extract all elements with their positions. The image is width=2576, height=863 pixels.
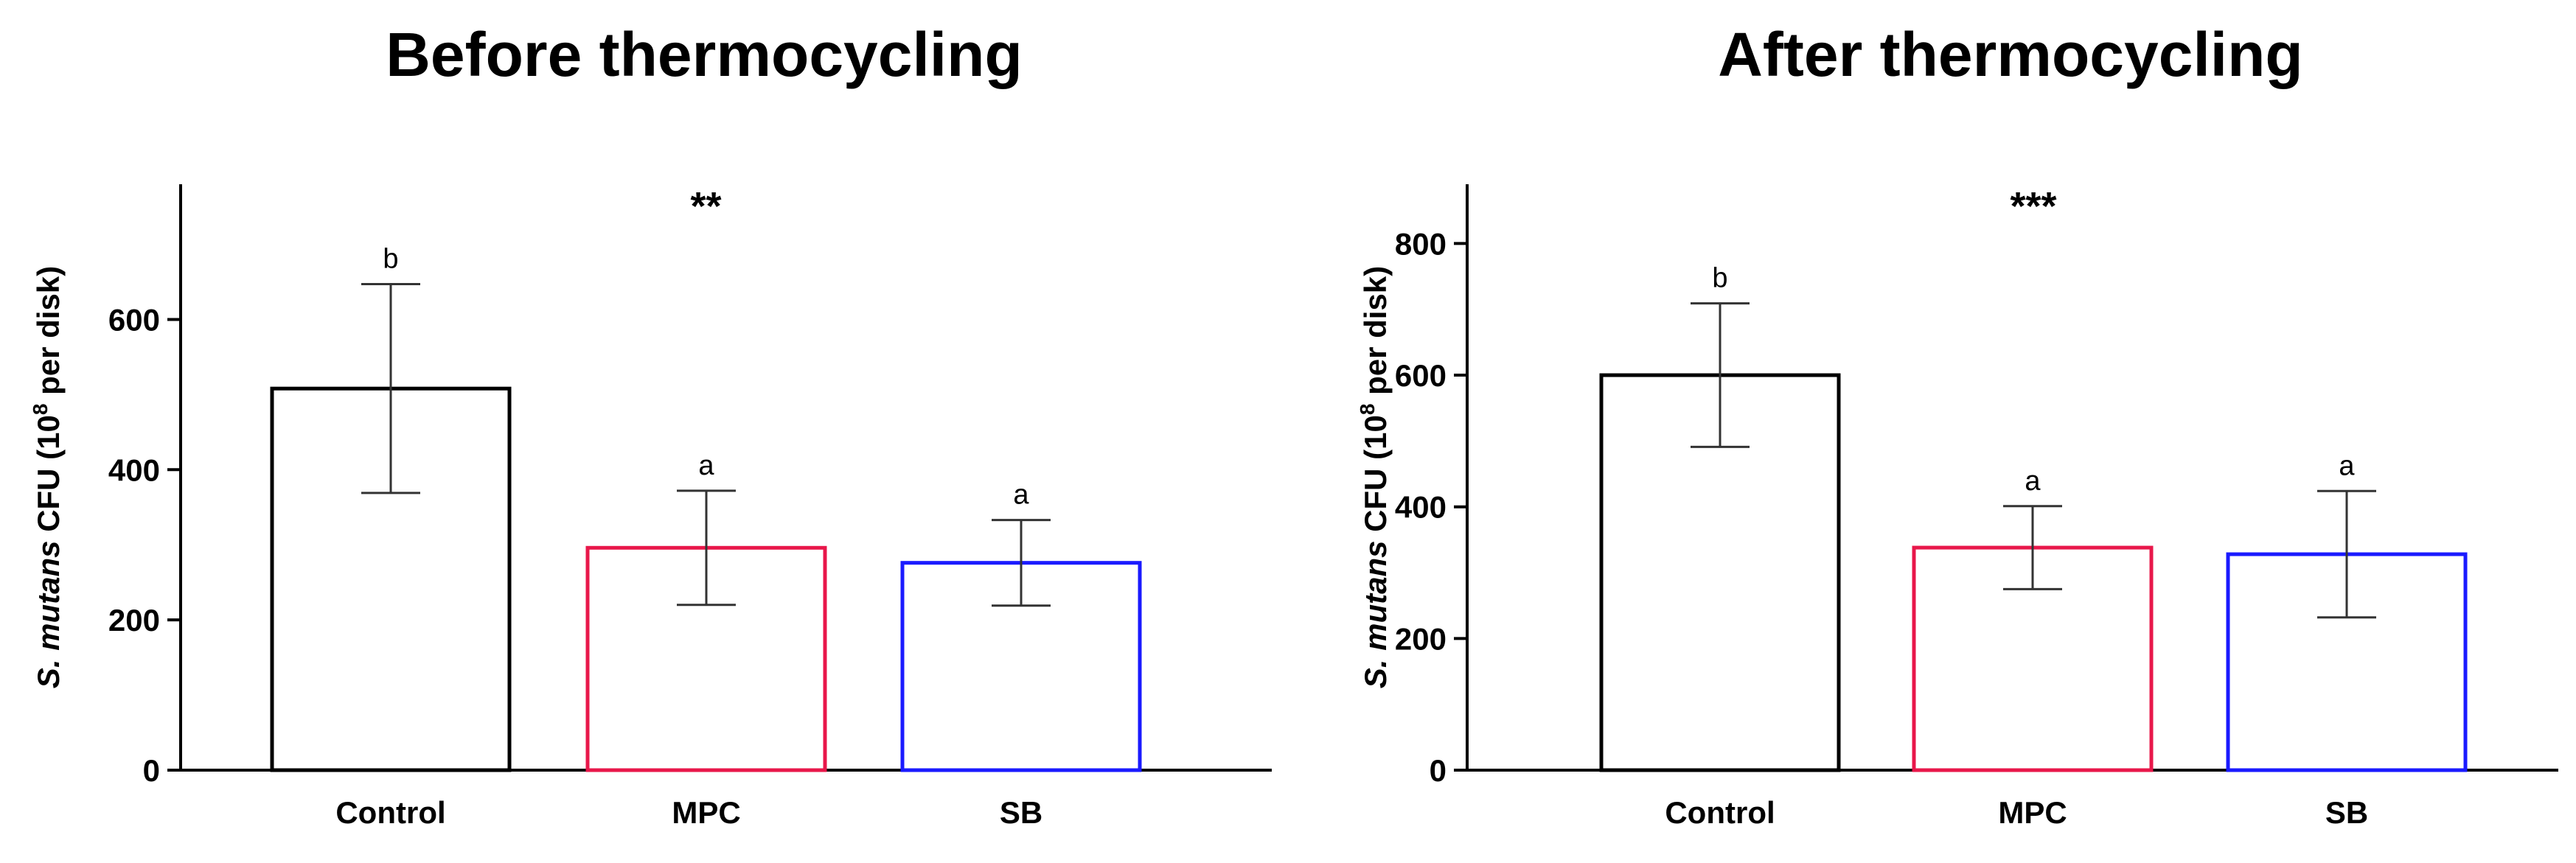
x-tick-label: SB xyxy=(2325,795,2368,830)
group-letter: b xyxy=(1712,263,1727,294)
group-letter: a xyxy=(2339,450,2355,481)
y-axis-label-superscript: 8 xyxy=(29,404,52,416)
y-tick-label: 400 xyxy=(108,453,160,487)
x-tick-label: SB xyxy=(1000,795,1042,830)
significance-marker: ** xyxy=(690,184,721,228)
y-axis-label: S. mutans CFU (108 per disk) xyxy=(1356,266,1393,688)
significance-marker: *** xyxy=(2010,184,2056,228)
y-axis-label-italic: S. mutans xyxy=(31,540,66,688)
y-axis-label-italic: S. mutans xyxy=(1358,540,1393,688)
y-tick-label: 600 xyxy=(1395,358,1447,393)
y-tick-label: 0 xyxy=(143,753,160,788)
x-tick-label: MPC xyxy=(1998,795,2067,830)
y-axis-label: S. mutans CFU (108 per disk) xyxy=(29,266,66,688)
group-letter: a xyxy=(698,450,714,481)
y-tick-label: 600 xyxy=(108,302,160,337)
y-axis-label-text: CFU (10 xyxy=(1358,415,1393,540)
chart-before-thermocycling: Before thermocycling 0 200 400 600 S. mutans … xyxy=(29,20,1272,830)
x-tick-label: MPC xyxy=(672,795,740,830)
chart-title: Before thermocycling xyxy=(386,20,1023,89)
y-axis-label-end: per disk) xyxy=(31,266,66,404)
x-tick-label: Control xyxy=(335,795,445,830)
group-letter: a xyxy=(1013,480,1029,511)
y-tick-label: 800 xyxy=(1395,226,1447,261)
group-letter: a xyxy=(2025,466,2041,497)
group-letter: b xyxy=(383,244,398,275)
y-tick-label: 0 xyxy=(1430,753,1447,788)
y-tick-label: 200 xyxy=(108,603,160,637)
y-tick-label: 200 xyxy=(1395,621,1447,656)
y-axis-label-superscript: 8 xyxy=(1356,404,1379,416)
y-axis-label-end: per disk) xyxy=(1358,266,1393,404)
y-axis-label-text: CFU (10 xyxy=(31,415,66,540)
x-tick-label: Control xyxy=(1665,795,1775,830)
y-tick-label: 400 xyxy=(1395,490,1447,525)
chart-title: After thermocycling xyxy=(1718,20,2303,89)
